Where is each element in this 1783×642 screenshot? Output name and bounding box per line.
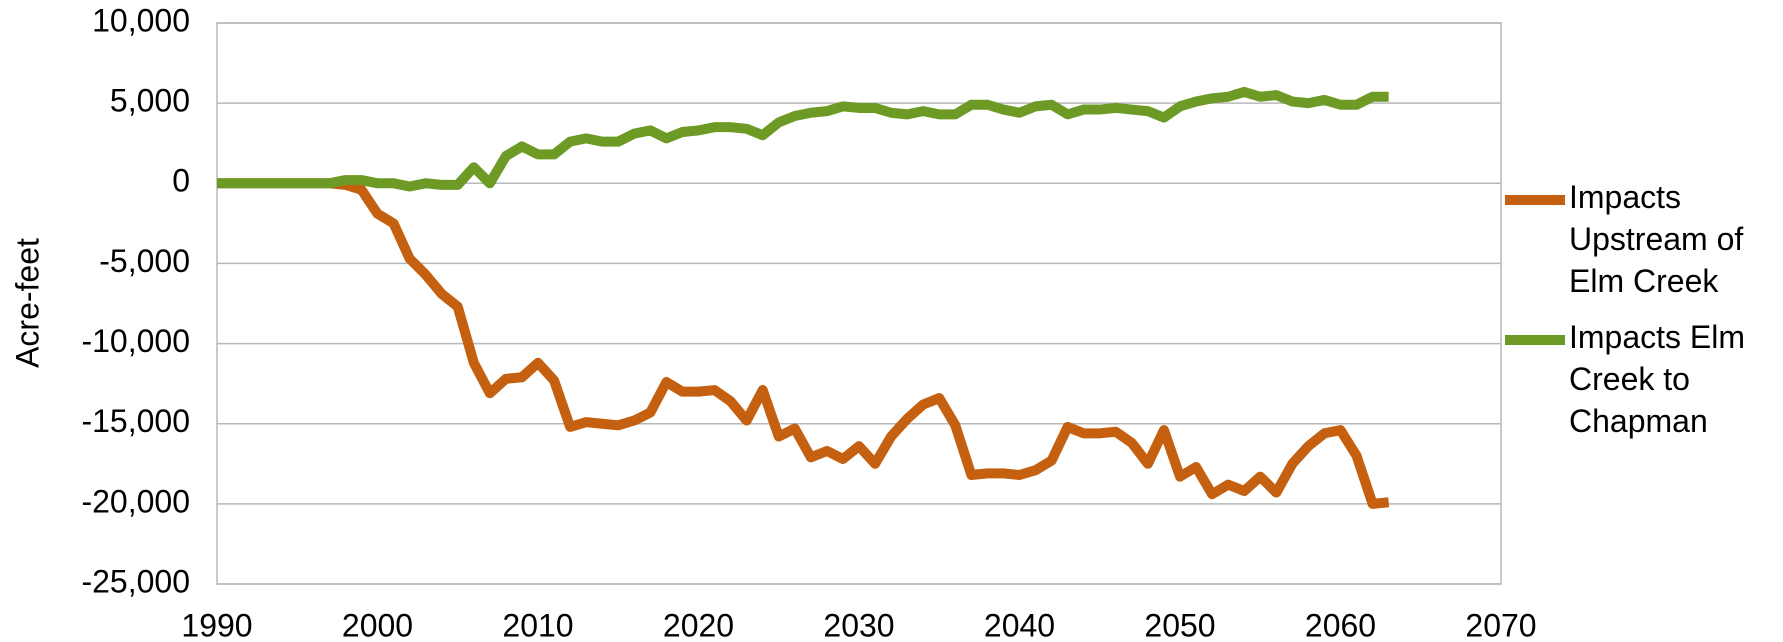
y-tick-label: 0 [172, 163, 190, 199]
plot-border [216, 22, 1502, 585]
x-tick-label: 2000 [342, 607, 413, 642]
y-axis-label: Acre-feet [9, 238, 45, 368]
x-tick-label: 2060 [1305, 607, 1376, 642]
legend-entry: Impacts Upstream of Elm Creek [1569, 179, 1744, 299]
y-tick-label: -5,000 [99, 243, 190, 279]
x-tick-label: 1990 [181, 607, 252, 642]
y-tick-label: -10,000 [81, 323, 190, 359]
y-tick-label: -20,000 [81, 483, 190, 519]
y-tick-label: -25,000 [81, 563, 190, 599]
series-line [217, 178, 1390, 509]
x-tick-label: 2020 [663, 607, 734, 642]
legend-label: Impacts Elm Creek to Chapman [1569, 319, 1746, 439]
y-tick-label: 10,000 [92, 2, 190, 38]
x-tick-label: 2070 [1465, 607, 1536, 642]
x-tick-label: 2010 [502, 607, 573, 642]
series-line [217, 86, 1389, 192]
legend-label: Impacts Upstream of Elm Creek [1569, 179, 1744, 299]
x-tick-label: 2040 [984, 607, 1055, 642]
y-tick-label: 5,000 [110, 83, 190, 119]
x-tick-label: 2050 [1144, 607, 1215, 642]
legend-entry: Impacts Elm Creek to Chapman [1569, 319, 1746, 439]
y-tick-label: -15,000 [81, 403, 190, 439]
x-tick-label: 2030 [823, 607, 894, 642]
